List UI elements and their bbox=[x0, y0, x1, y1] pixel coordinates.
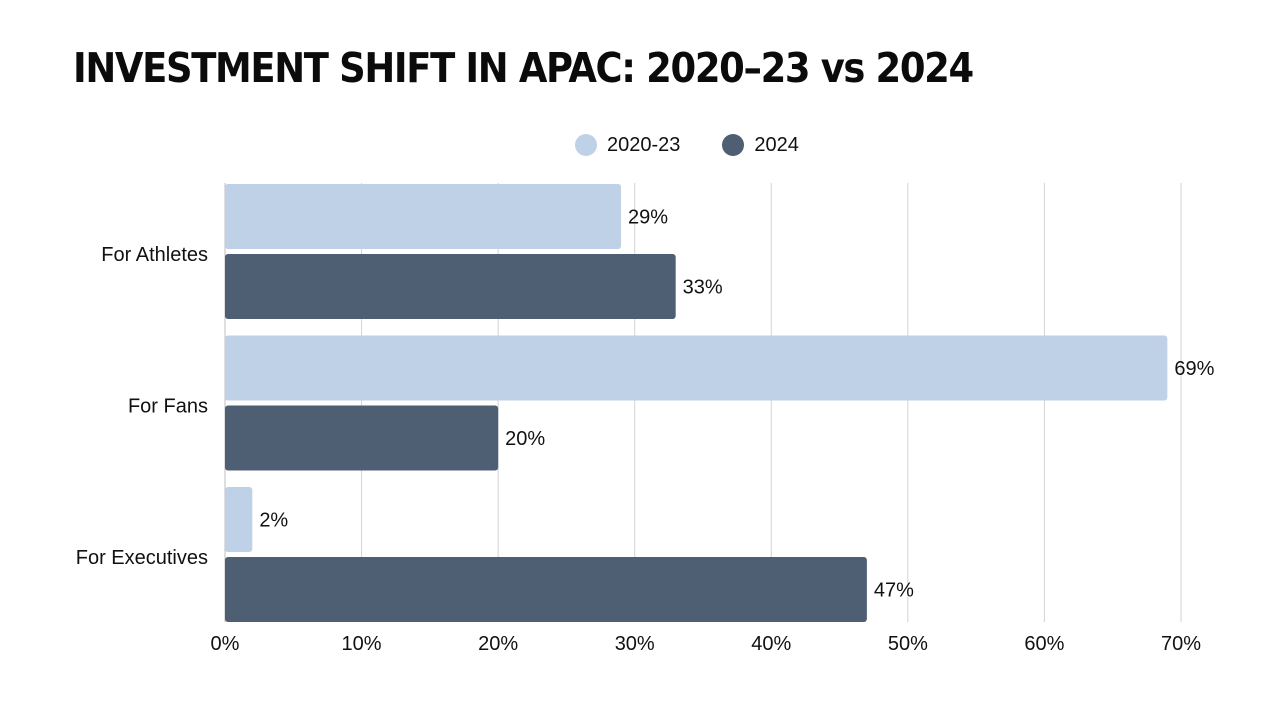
data-label-for-executives-2020-23: 2% bbox=[259, 510, 288, 532]
x-tick-label-0: 0% bbox=[211, 633, 240, 655]
chart-title: INVESTMENT SHIFT IN APAC: 2020–23 vs 202… bbox=[73, 44, 974, 92]
bar-for-executives-2024 bbox=[225, 557, 867, 622]
category-label-for-executives: For Executives bbox=[76, 547, 208, 569]
data-label-for-athletes-2024: 33% bbox=[683, 277, 723, 299]
x-tick-label-60: 60% bbox=[1024, 633, 1064, 655]
x-tick-label-70: 70% bbox=[1161, 633, 1201, 655]
x-tick-label-30: 30% bbox=[615, 633, 655, 655]
bar-for-fans-2020-23 bbox=[225, 335, 1168, 401]
bar-for-fans-2024 bbox=[225, 405, 499, 471]
legend-label-2020-23: 2020-23 bbox=[607, 133, 681, 156]
bar-for-athletes-2024 bbox=[225, 254, 676, 319]
legend-swatch-2020-23 bbox=[575, 134, 597, 156]
x-tick-label-50: 50% bbox=[888, 633, 928, 655]
x-tick-label-40: 40% bbox=[751, 633, 791, 655]
legend-item-2020-23: 2020-23 bbox=[575, 134, 680, 157]
bar-for-athletes-2020-23 bbox=[225, 184, 622, 249]
legend-label-2024: 2024 bbox=[754, 133, 799, 156]
data-label-for-fans-2020-23: 69% bbox=[1174, 358, 1214, 380]
category-label-for-athletes: For Athletes bbox=[101, 244, 208, 266]
data-label-for-executives-2024: 47% bbox=[874, 580, 914, 602]
legend-swatch-2024 bbox=[722, 134, 745, 156]
x-tick-label-10: 10% bbox=[342, 633, 382, 655]
bar-for-executives-2020-23 bbox=[225, 487, 253, 552]
legend: 2020-23 2024 bbox=[575, 133, 799, 157]
category-label-for-fans: For Fans bbox=[128, 396, 208, 418]
data-label-for-athletes-2020-23: 29% bbox=[628, 207, 668, 229]
legend-item-2024: 2024 bbox=[722, 134, 799, 157]
data-label-for-fans-2024: 20% bbox=[505, 428, 545, 450]
x-tick-label-20: 20% bbox=[478, 633, 518, 655]
